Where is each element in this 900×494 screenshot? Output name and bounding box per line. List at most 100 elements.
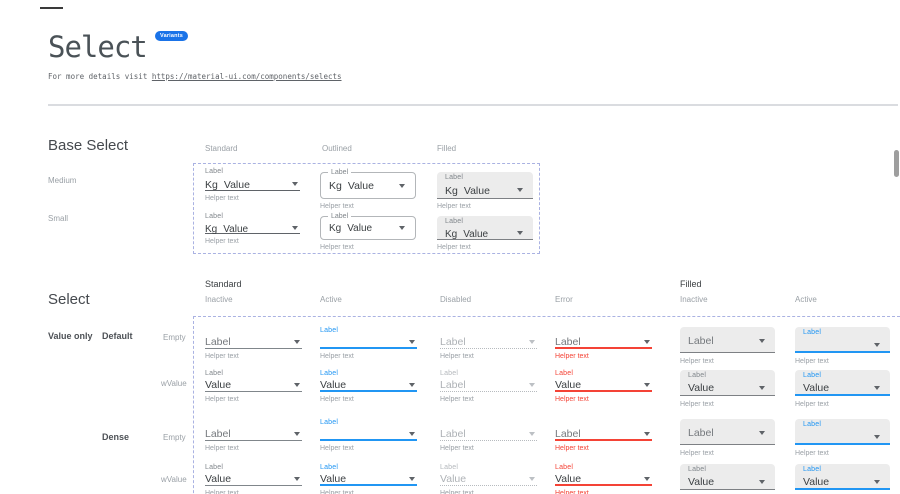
- select-standard-active-default-wvalue[interactable]: LabelValueHelper text: [320, 370, 417, 403]
- floating-label: [205, 327, 302, 336]
- select-value: Value: [348, 180, 374, 192]
- helper-text: Helper text: [205, 195, 300, 202]
- select-standard-error-dense-wvalue[interactable]: LabelValueHelper text: [555, 464, 652, 494]
- select-standard-inactive-dense-wvalue[interactable]: LabelValueHelper text: [205, 464, 302, 494]
- col-header-disabled: Disabled: [440, 295, 471, 304]
- select-filled-inactive-dense-wvalue[interactable]: LabelValueHelper text: [680, 464, 775, 494]
- floating-label: Label: [688, 372, 767, 381]
- select-value: Label: [205, 428, 231, 440]
- dropdown-arrow-icon: [644, 383, 650, 387]
- floating-label: Label: [328, 168, 351, 177]
- helper-text: Helper text: [205, 238, 300, 245]
- adornment: Kg: [329, 180, 342, 192]
- dropdown-arrow-icon: [409, 383, 415, 387]
- helper-text: Helper text: [320, 445, 417, 452]
- base-select-standard-small[interactable]: Label KgValue Helper text: [205, 213, 300, 245]
- adornment: Kg: [205, 224, 217, 235]
- base-select-outlined-small[interactable]: Label Kg Value: [320, 216, 416, 240]
- dropdown-arrow-icon: [517, 231, 523, 235]
- select-value: Label: [440, 379, 466, 391]
- select-standard-disabled-dense-wvalue[interactable]: LabelValueHelper text: [440, 464, 537, 494]
- select-filled-active-dense-wvalue[interactable]: LabelValueHelper text: [795, 464, 890, 494]
- helper-text: Helper text: [437, 203, 471, 210]
- material-ui-link[interactable]: https://material-ui.com/components/selec…: [152, 72, 342, 81]
- select-value: Value: [688, 476, 714, 488]
- select-standard-active-dense-wvalue[interactable]: LabelValueHelper text: [320, 464, 417, 494]
- base-select-standard-medium[interactable]: Label KgValue Helper text: [205, 168, 300, 202]
- row-label-small: Small: [48, 214, 68, 223]
- helper-text: Helper text: [440, 490, 537, 494]
- helper-text: Helper text: [320, 490, 417, 494]
- dropdown-arrow-icon: [294, 340, 300, 344]
- dropdown-arrow-icon: [759, 339, 765, 343]
- helper-text: Helper text: [555, 353, 652, 360]
- row-group-dense: Dense: [102, 432, 129, 442]
- dropdown-arrow-icon: [529, 477, 535, 481]
- floating-label: Label: [440, 370, 537, 379]
- dropdown-arrow-icon: [409, 432, 415, 436]
- select-standard-error-default-wvalue[interactable]: LabelValueHelper text: [555, 370, 652, 403]
- select-standard-inactive-default-wvalue[interactable]: LabelValueHelper text: [205, 370, 302, 403]
- select-standard-active-default-empty[interactable]: LabelHelper text: [320, 327, 417, 360]
- select-standard-disabled-default-empty[interactable]: LabelHelper text: [440, 327, 537, 360]
- select-standard-disabled-dense-empty[interactable]: LabelHelper text: [440, 419, 537, 452]
- select-filled-active-default-wvalue[interactable]: LabelValueHelper text: [795, 370, 890, 408]
- floating-label: Label: [205, 464, 302, 473]
- select-filled-inactive-dense-empty[interactable]: LabelHelper text: [680, 419, 775, 457]
- select-value: Value: [555, 379, 581, 391]
- scrollbar-thumb[interactable]: [894, 150, 899, 177]
- intro-prefix: For more details visit: [48, 72, 147, 81]
- select-value: Value: [347, 223, 372, 234]
- select-filled-inactive-default-wvalue[interactable]: LabelValueHelper text: [680, 370, 775, 408]
- group-header-filled: Filled: [680, 279, 702, 289]
- floating-label: [440, 327, 537, 336]
- base-select-filled-small[interactable]: Label KgValue: [437, 216, 533, 240]
- adornment: Kg: [329, 223, 341, 234]
- dropdown-arrow-icon: [399, 226, 405, 230]
- filled-box: Label: [795, 419, 890, 445]
- dropdown-arrow-icon: [759, 386, 765, 390]
- helper-text: Helper text: [437, 244, 471, 251]
- section-divider: [48, 104, 898, 106]
- helper-text: Helper text: [680, 358, 775, 365]
- select-standard-error-default-empty[interactable]: Label Helper text: [555, 327, 652, 360]
- floating-label: Label: [803, 329, 882, 338]
- select-variants-page: Select Variants For more details visit h…: [0, 0, 900, 494]
- group-header-standard: Standard: [205, 279, 242, 289]
- select-heading: Select: [48, 291, 90, 308]
- adornment: Kg: [445, 229, 457, 240]
- col-header-active: Active: [320, 295, 342, 304]
- dropdown-arrow-icon: [874, 386, 880, 390]
- select-filled-active-dense-empty[interactable]: LabelHelper text: [795, 419, 890, 457]
- col-header-filled-inactive: Inactive: [680, 295, 708, 304]
- select-filled-inactive-default-empty[interactable]: LabelHelper text: [680, 327, 775, 365]
- floating-label: Label: [688, 466, 767, 475]
- base-select-filled-medium[interactable]: Label KgValue: [437, 172, 533, 199]
- helper-text: Helper text: [555, 445, 652, 452]
- dropdown-arrow-icon: [644, 432, 650, 436]
- adornment: Kg: [445, 185, 458, 197]
- dropdown-arrow-icon: [874, 480, 880, 484]
- dropdown-arrow-icon: [529, 340, 535, 344]
- dropdown-arrow-icon: [874, 435, 880, 439]
- adornment: Kg: [205, 179, 218, 191]
- select-value: Label: [440, 428, 466, 440]
- helper-text: Helper text: [680, 401, 775, 408]
- dropdown-arrow-icon: [529, 432, 535, 436]
- base-select-outlined-medium[interactable]: Label Kg Value: [320, 172, 416, 199]
- col-header-filled: Filled: [437, 144, 456, 153]
- select-standard-inactive-default-empty[interactable]: LabelHelper text: [205, 327, 302, 360]
- floating-label: Label: [803, 466, 882, 475]
- helper-text: Helper text: [795, 358, 890, 365]
- select-standard-inactive-dense-empty[interactable]: LabelHelper text: [205, 419, 302, 452]
- select-standard-active-dense-empty[interactable]: LabelHelper text: [320, 419, 417, 452]
- select-value: Value: [464, 185, 490, 197]
- select-standard-disabled-default-wvalue[interactable]: LabelLabelHelper text: [440, 370, 537, 403]
- select-value: Label: [205, 336, 231, 348]
- select-value: Value: [224, 179, 250, 191]
- dropdown-arrow-icon: [294, 383, 300, 387]
- select-filled-active-default-empty[interactable]: Label Helper text: [795, 327, 890, 365]
- select-standard-error-dense-empty[interactable]: LabelHelper text: [555, 419, 652, 452]
- select-value: Label: [555, 336, 581, 348]
- floating-label: Label: [440, 464, 537, 473]
